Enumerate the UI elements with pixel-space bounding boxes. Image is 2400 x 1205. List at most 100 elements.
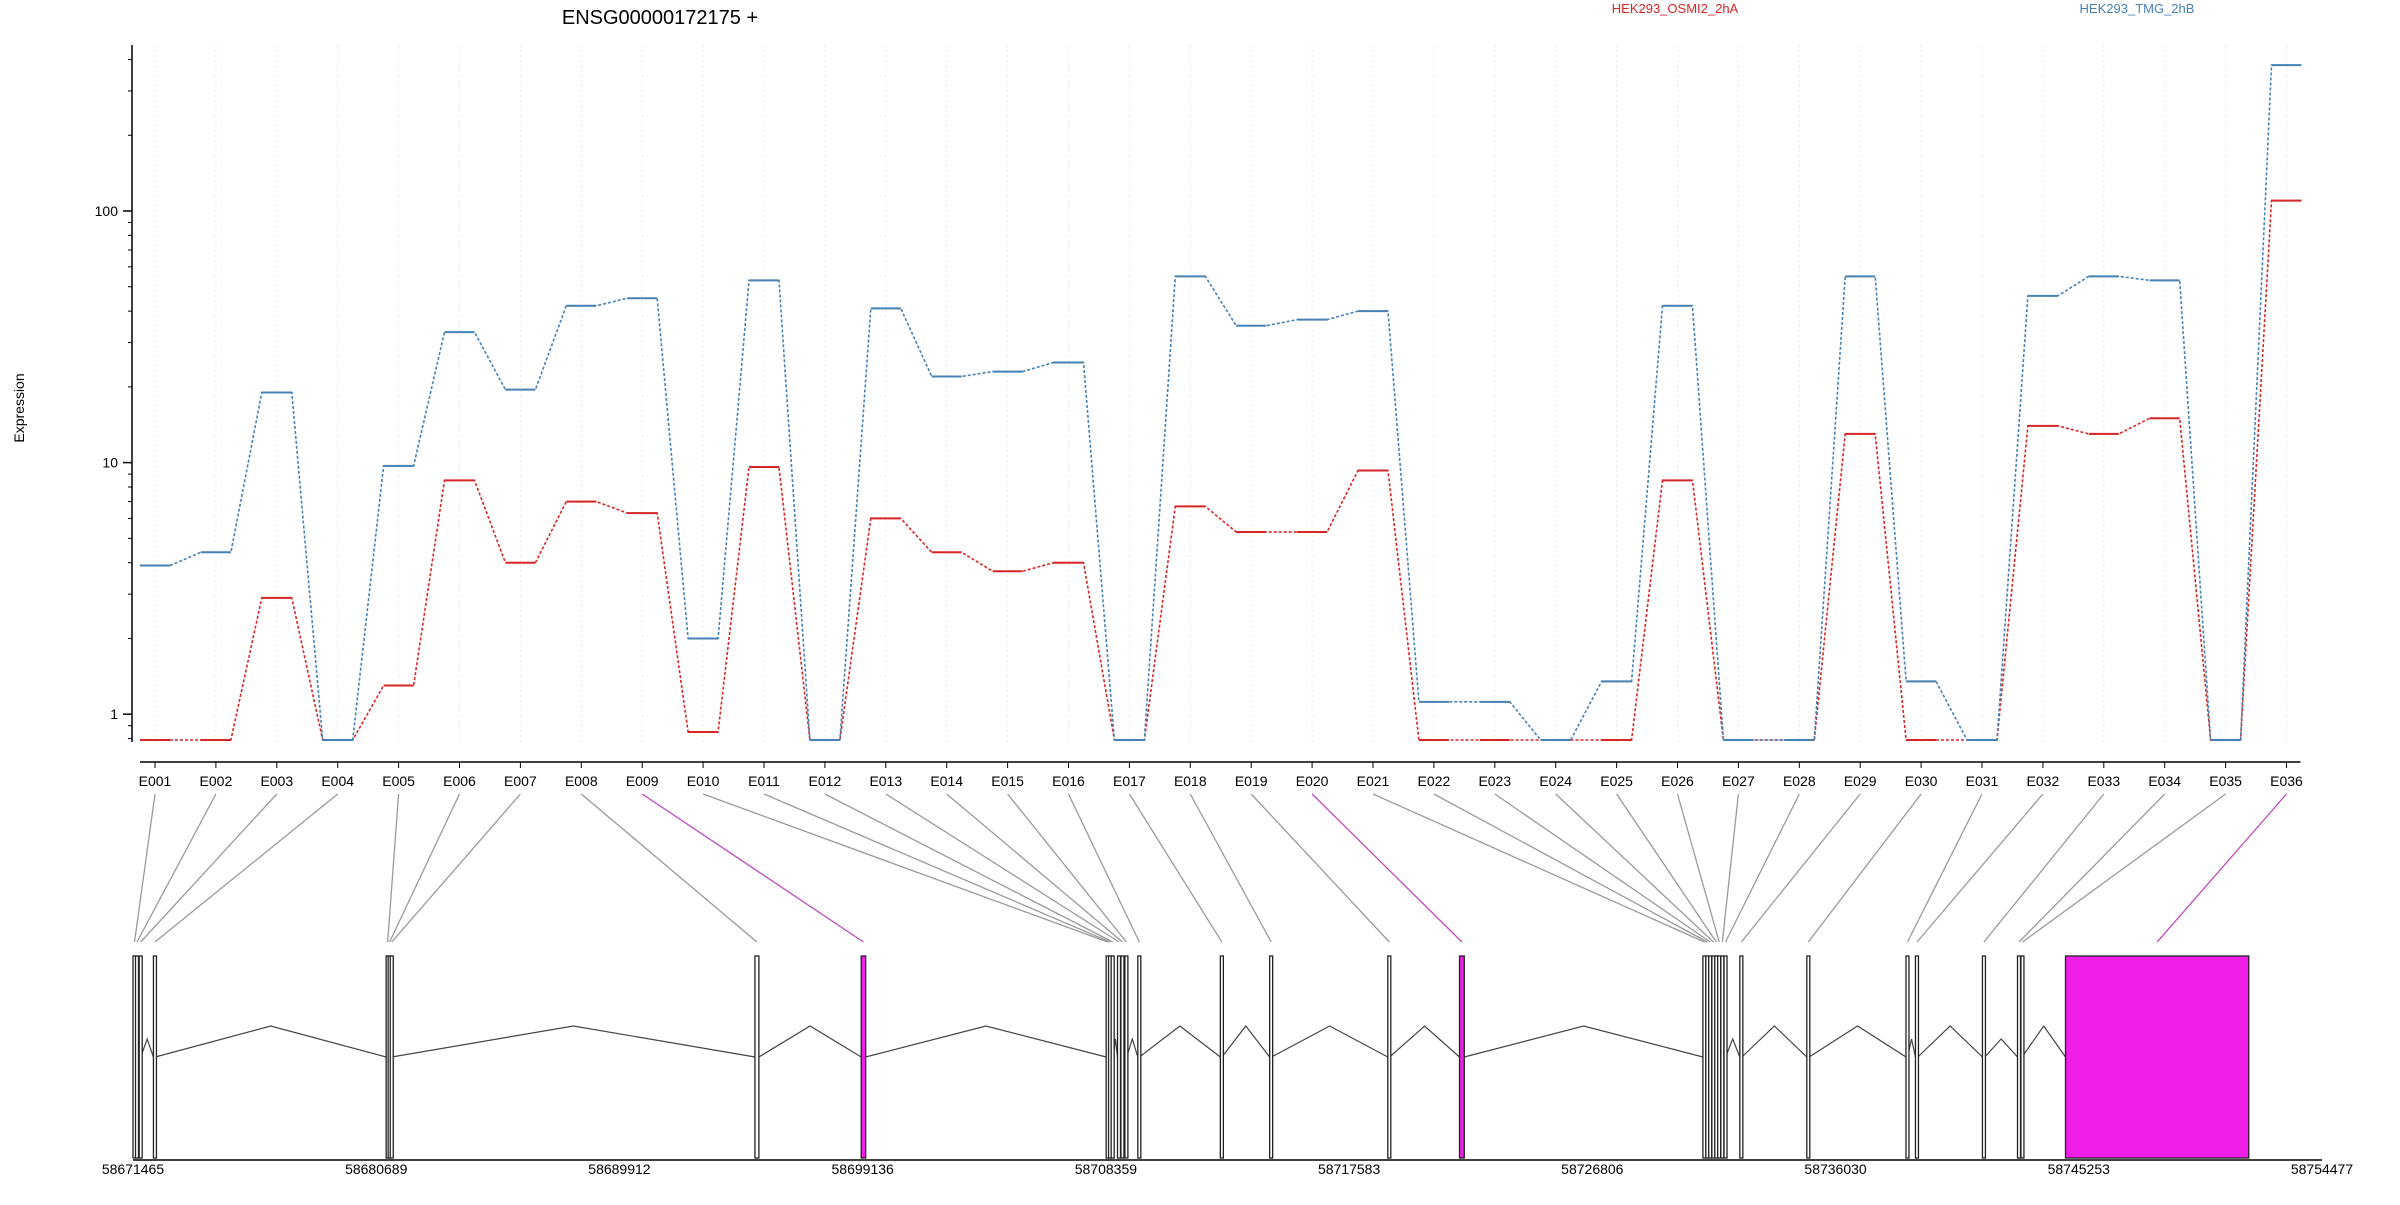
y-tick-label: 1 xyxy=(110,706,118,722)
x-tick-label: E017 xyxy=(1113,773,1146,789)
x-tick-label: E026 xyxy=(1661,773,1694,789)
exon-connector xyxy=(1983,793,2105,943)
genomic-tick-label: 58699136 xyxy=(832,1161,895,1177)
exon-box xyxy=(1219,955,1225,1159)
x-tick-label: E020 xyxy=(1296,773,1329,789)
exon-connector xyxy=(1433,793,1708,943)
intron-line xyxy=(1741,1025,1808,1058)
exon-connector xyxy=(1721,793,1740,943)
intron-line xyxy=(1139,1025,1221,1058)
exon-box xyxy=(1116,955,1122,1159)
exon-connector xyxy=(387,793,400,943)
x-tick-label: E031 xyxy=(1966,773,1999,789)
x-tick-label: E032 xyxy=(2027,773,2060,789)
exon-box xyxy=(134,955,140,1159)
genomic-tick-label: 58726806 xyxy=(1561,1161,1624,1177)
exon-connector xyxy=(154,793,339,943)
series-line xyxy=(140,199,2302,741)
exon-connector xyxy=(763,793,1111,943)
intron-line xyxy=(140,1037,155,1058)
x-tick-label: E002 xyxy=(200,773,233,789)
exon-connector xyxy=(1676,793,1720,943)
x-tick-label: E010 xyxy=(687,773,720,789)
x-tick-label: E016 xyxy=(1052,773,1085,789)
exon-connector xyxy=(1189,793,1272,943)
x-tick-label: E033 xyxy=(2087,773,2120,789)
legend-label-series-1: HEK293_OSMI2_2hA xyxy=(1612,1,1739,16)
x-tick-label: E015 xyxy=(991,773,1024,789)
exon-connector xyxy=(133,793,156,943)
genomic-tick-label: 58689912 xyxy=(588,1161,651,1177)
series-1 xyxy=(140,199,2302,741)
exon-box xyxy=(1723,955,1728,1159)
x-tick-label: E011 xyxy=(748,773,780,789)
exon-connector xyxy=(824,793,1113,943)
y-tick-label: 10 xyxy=(102,455,118,471)
intron-line xyxy=(865,1025,1107,1058)
y-tick-label: 100 xyxy=(95,203,119,219)
exon-connector xyxy=(391,793,521,943)
x-tick-label: E036 xyxy=(2270,773,2303,789)
exon-box xyxy=(1110,955,1115,1159)
intron-line xyxy=(1221,1025,1271,1058)
exon-box xyxy=(1739,955,1744,1159)
exon-box xyxy=(2016,955,2022,1159)
exon-connector xyxy=(946,793,1123,943)
x-tick-label: E025 xyxy=(1600,773,1633,789)
y-axis-label: Expression xyxy=(11,373,27,442)
x-tick-label: E009 xyxy=(626,773,659,789)
genomic-tick-label: 58717583 xyxy=(1318,1161,1381,1177)
genomic-axis: 58671465 58680689 58689912 58699136 58708359… xyxy=(102,1159,2353,1177)
exon-connector xyxy=(1007,793,1127,943)
exon-box xyxy=(754,955,760,1159)
exon-connector xyxy=(1067,793,1140,943)
exon-connector xyxy=(2018,793,2166,943)
axes: 1 10 100 xyxy=(95,45,2301,763)
x-tick-label: E027 xyxy=(1722,773,1755,789)
exon-box xyxy=(1914,955,1920,1159)
intron-line xyxy=(758,1025,862,1058)
x-tick-labels: E001 E002 E003 E004 E005 E006 E007 E008 E009 E010… xyxy=(139,762,2303,789)
exon-connector xyxy=(1906,793,1983,943)
series-lines xyxy=(140,64,2302,741)
exon-connector xyxy=(1311,793,1463,943)
intron-line xyxy=(2021,1024,2066,1058)
x-tick-label: E006 xyxy=(443,773,476,789)
intron-line xyxy=(1808,1025,1907,1058)
x-tick-label: E019 xyxy=(1235,773,1268,789)
x-tick-label: E012 xyxy=(809,773,842,789)
exon-connector xyxy=(389,793,461,943)
exon-connector xyxy=(1740,793,1861,943)
exon-connector xyxy=(702,793,1108,943)
intron-line xyxy=(1464,1025,1704,1058)
exon-connector xyxy=(641,793,864,943)
series-2 xyxy=(140,64,2302,741)
exon-box xyxy=(1806,955,1811,1159)
genomic-tick-label: 58680689 xyxy=(345,1161,408,1177)
intron-line xyxy=(1126,1036,1139,1058)
exon-box xyxy=(1905,955,1910,1159)
x-tick-label: E034 xyxy=(2148,773,2181,789)
x-tick-label: E022 xyxy=(1418,773,1451,789)
exon-connector xyxy=(1916,793,2044,943)
exon-box xyxy=(152,955,158,1159)
genomic-tick-label: 58671465 xyxy=(102,1161,165,1177)
exon-connector xyxy=(1724,793,1800,943)
chart-title: ENSG00000172175 + xyxy=(562,7,758,29)
x-tick-label: E021 xyxy=(1357,773,1390,789)
x-tick-label: E028 xyxy=(1783,773,1816,789)
series-line xyxy=(140,64,2302,741)
exon-box xyxy=(1269,955,1274,1159)
x-tick-label: E013 xyxy=(869,773,902,789)
x-tick-label: E018 xyxy=(1174,773,1207,789)
exon-box xyxy=(1458,955,1465,1159)
exon-connector-lines xyxy=(133,793,2287,943)
exon-box xyxy=(1387,955,1392,1159)
exon-connector xyxy=(580,793,758,943)
genomic-tick-label: 58745253 xyxy=(2048,1161,2111,1177)
x-tick-label: E029 xyxy=(1844,773,1877,789)
exon-connector xyxy=(1494,793,1711,943)
exon-box xyxy=(2064,955,2250,1159)
